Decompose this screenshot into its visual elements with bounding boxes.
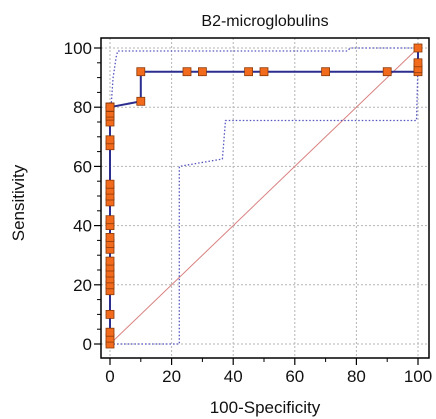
roc-point: [136, 67, 146, 77]
y-axis-title: Sensitivity: [9, 164, 28, 241]
roc-point: [105, 102, 115, 112]
roc-point: [413, 43, 423, 53]
x-tick-label: 40: [224, 367, 243, 386]
y-tick-label: 80: [73, 98, 92, 117]
x-tick-label: 60: [285, 367, 304, 386]
roc-point: [105, 232, 115, 242]
y-tick-label: 100: [64, 39, 92, 58]
roc-point: [382, 67, 392, 77]
grid: [101, 38, 429, 358]
y-tick-label: 0: [83, 335, 92, 354]
roc-point: [182, 67, 192, 77]
roc-point: [413, 58, 423, 68]
x-axis-title: 100-Specificity: [210, 398, 321, 417]
x-tick-label: 100: [404, 367, 432, 386]
x-tick-label: 0: [105, 367, 114, 386]
roc-point: [105, 179, 115, 189]
ci-lower-line: [110, 62, 419, 345]
roc-point: [105, 135, 115, 145]
roc-point: [105, 327, 115, 337]
series-layer: [105, 43, 423, 349]
roc-point: [136, 96, 146, 106]
x-tick-label: 20: [162, 367, 181, 386]
x-tick-label: 80: [347, 367, 366, 386]
roc-point: [259, 67, 269, 77]
roc-point: [105, 215, 115, 225]
axes: 0 20 40 60 80 100 0 20 40 60 80 100: [64, 37, 432, 386]
roc-point: [244, 67, 254, 77]
y-tick-label: 20: [73, 276, 92, 295]
roc-point: [105, 256, 115, 266]
plot-frame: [100, 37, 430, 359]
roc-point: [321, 67, 331, 77]
y-tick-label: 40: [73, 217, 92, 236]
chart-title: B2-microglobulins: [201, 13, 328, 30]
y-tick-label: 60: [73, 157, 92, 176]
reference-diagonal-line: [109, 47, 419, 345]
roc-point: [105, 309, 115, 319]
roc-point: [197, 67, 207, 77]
